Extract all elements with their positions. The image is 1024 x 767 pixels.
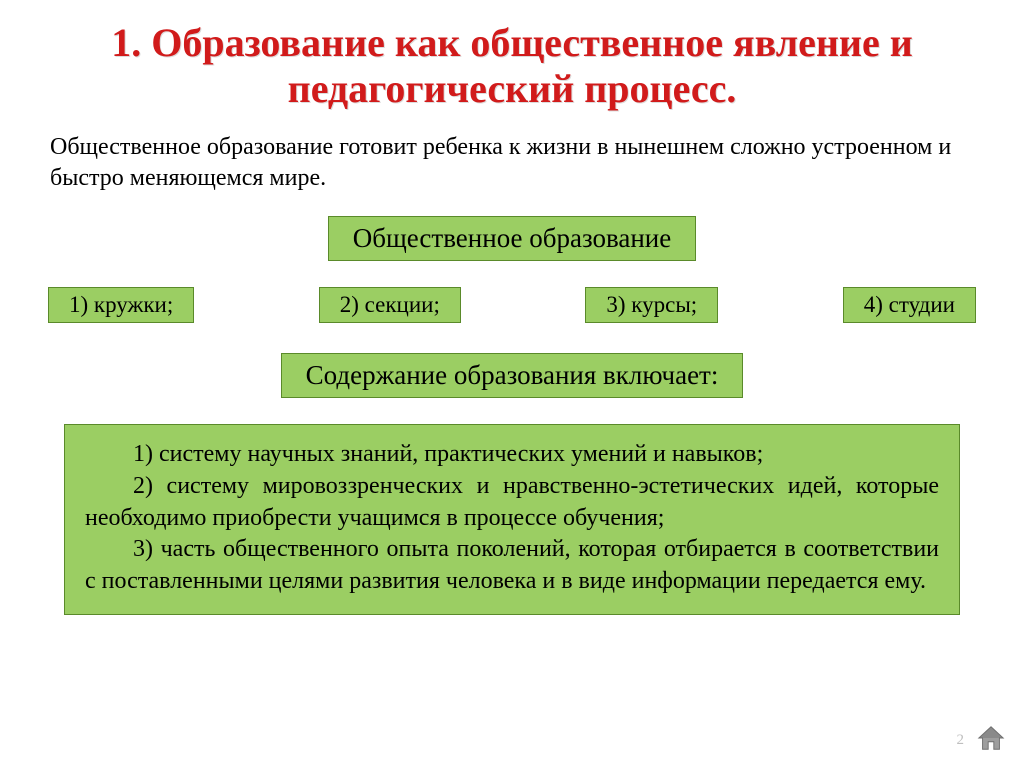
item-1: 1) кружки; xyxy=(48,287,194,323)
content-line-1: 1) систему научных знаний, практических … xyxy=(85,439,939,471)
page-number: 2 xyxy=(957,732,965,749)
top-box: Общественное образование xyxy=(328,216,697,261)
home-icon-roof xyxy=(979,727,1003,738)
item-3: 3) курсы; xyxy=(585,287,718,323)
item-2: 2) секции; xyxy=(319,287,461,323)
content-line-3: 3) часть общественного опыта поколений, … xyxy=(85,534,939,597)
content-box: 1) систему научных знаний, практических … xyxy=(64,424,960,614)
intro-text: Общественное образование готовит ребенка… xyxy=(50,132,974,194)
content-line-2: 2) систему мировоззренческих и нравствен… xyxy=(85,471,939,534)
mid-box: Содержание образования включает: xyxy=(281,353,744,398)
item-4: 4) студии xyxy=(843,287,976,323)
slide-title: 1. Образование как общественное явление … xyxy=(40,20,984,112)
items-row: 1) кружки; 2) секции; 3) курсы; 4) студи… xyxy=(48,287,976,323)
home-icon[interactable] xyxy=(976,723,1006,753)
